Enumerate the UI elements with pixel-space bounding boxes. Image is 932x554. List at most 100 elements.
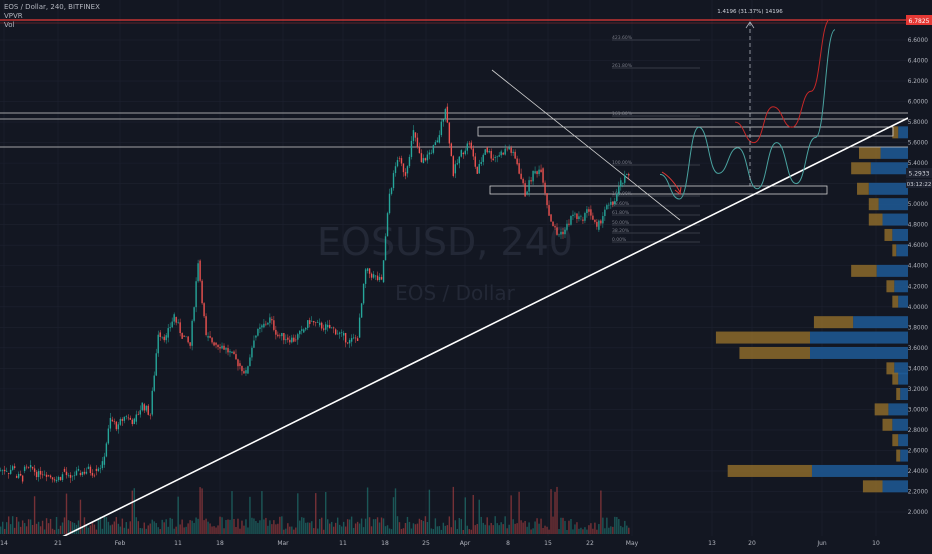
candle-body xyxy=(179,322,181,334)
volume-bar xyxy=(594,522,596,534)
vpvr-bar-up xyxy=(878,198,908,211)
chart-header: EOS / Dollar, 240, BITFINEX VPVR Vol xyxy=(4,3,100,30)
volume-bar xyxy=(452,486,455,534)
volume-bar xyxy=(374,519,377,534)
time-tick-label: 15 xyxy=(544,540,552,547)
candle-body xyxy=(279,335,281,337)
volume-bar xyxy=(167,526,169,534)
candle-body xyxy=(275,329,277,335)
volume-bar xyxy=(55,516,58,534)
volume-bar xyxy=(197,518,199,534)
candle-body xyxy=(588,209,590,212)
candle-body xyxy=(141,402,143,411)
candle-body xyxy=(5,471,8,472)
candle-body xyxy=(392,173,395,189)
candle-body xyxy=(384,236,387,261)
fib-label: 38.20% xyxy=(612,228,630,234)
forecast-path-red xyxy=(734,18,831,144)
volume-bar xyxy=(95,529,98,534)
candle-body xyxy=(223,345,225,350)
vpvr-bar-up xyxy=(894,362,908,375)
volume-bar xyxy=(203,520,205,534)
candle-body xyxy=(113,421,116,422)
candle-body xyxy=(29,465,32,468)
candle-body xyxy=(446,106,449,123)
volume-bar xyxy=(434,518,437,534)
volume-bar xyxy=(520,520,522,534)
fib-label: 78.60% xyxy=(612,201,630,207)
indicator-vol[interactable]: Vol xyxy=(4,21,15,29)
candle-body xyxy=(115,421,118,430)
volume-bar xyxy=(121,518,124,534)
fib-label: 161.80% xyxy=(612,111,633,117)
volume-bar xyxy=(570,518,572,534)
candle-body xyxy=(448,122,451,144)
candle-body xyxy=(340,332,343,333)
trend-lines[interactable] xyxy=(39,69,909,549)
volume-bar xyxy=(109,525,112,534)
candle-body xyxy=(105,443,108,457)
candle-body xyxy=(11,466,14,470)
candle-body xyxy=(185,336,187,338)
candle-body xyxy=(598,220,600,230)
indicator-vpvr[interactable]: VPVR xyxy=(4,12,23,20)
volume-bar xyxy=(329,523,331,534)
volume-bar xyxy=(340,526,343,534)
candle-body xyxy=(412,130,415,141)
time-tick-label: 18 xyxy=(381,540,389,547)
candle-body xyxy=(59,476,62,481)
forecast-path-teal xyxy=(659,29,836,200)
volume-bar xyxy=(606,517,608,534)
candle-body xyxy=(628,173,630,176)
volume-bar xyxy=(211,526,213,534)
volume-bar xyxy=(277,523,279,534)
candle-body xyxy=(352,337,355,339)
volume-bar xyxy=(313,528,315,534)
candle-body xyxy=(267,322,269,325)
candle-body xyxy=(35,471,38,478)
candle-body xyxy=(464,150,466,155)
candle-body xyxy=(261,325,263,328)
volume-bar xyxy=(386,525,389,534)
price-axis[interactable]: 6.6000 6.4000 6.2000 6.0000 5.8000 5.6000 5.40… xyxy=(908,0,932,550)
time-axis[interactable]: 14 21 Feb 11 18 Mar 11 18 25 Apr 8 15 22 May 13 20 Jun 10 xyxy=(0,536,932,550)
candle-body xyxy=(295,339,297,341)
forecast-paths xyxy=(659,18,836,200)
volume-bar xyxy=(11,516,14,534)
candle-body xyxy=(612,201,614,205)
time-tick-label: 11 xyxy=(339,540,347,547)
candle-body xyxy=(576,213,578,220)
volume-bar xyxy=(380,517,383,534)
candle-body xyxy=(530,180,532,182)
time-tick-label: 11 xyxy=(174,540,182,547)
volume-bar xyxy=(332,526,335,534)
time-tick-label: 8 xyxy=(506,540,510,547)
candle-body xyxy=(299,330,301,335)
candle-body xyxy=(362,283,365,304)
vpvr-bar-up xyxy=(870,162,908,175)
volume-bar xyxy=(307,522,309,534)
candle-body xyxy=(205,316,207,335)
volume-bar xyxy=(285,528,287,534)
volume-bar xyxy=(348,519,351,534)
volume-bar xyxy=(402,528,405,534)
candle-body xyxy=(43,474,46,476)
volume-bar xyxy=(454,520,457,534)
horizontal-zones[interactable] xyxy=(0,19,908,195)
symbol-line[interactable]: EOS / Dollar, 240, BITFINEX xyxy=(4,3,100,11)
candle-body xyxy=(133,418,135,425)
vpvr-bar-down xyxy=(859,146,881,159)
candle-body xyxy=(71,475,74,477)
candle-body xyxy=(111,419,114,422)
volume-bar xyxy=(556,486,558,534)
candle-body xyxy=(418,147,421,154)
volume-bar xyxy=(117,523,120,534)
red-arrow-icon xyxy=(661,171,682,195)
vpvr-bar-down xyxy=(892,126,899,139)
vpvr-bar-down xyxy=(868,198,879,211)
volume-bar xyxy=(470,529,472,534)
candle-body xyxy=(235,354,237,360)
candle-body xyxy=(9,469,12,474)
